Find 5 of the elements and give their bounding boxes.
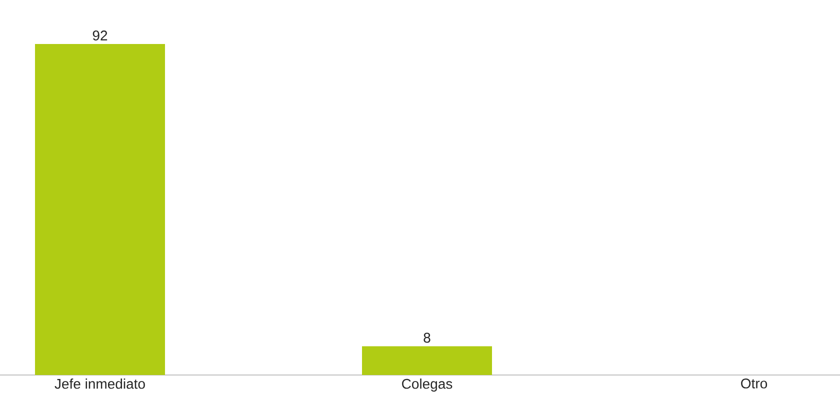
x-tick-label: Colegas [402, 378, 452, 392]
x-tick-label: Otro [741, 378, 768, 388]
data-label: 92 [92, 30, 108, 40]
data-label: 8 [424, 332, 430, 343]
x-tick-label: Jefe inmediato [54, 378, 145, 389]
